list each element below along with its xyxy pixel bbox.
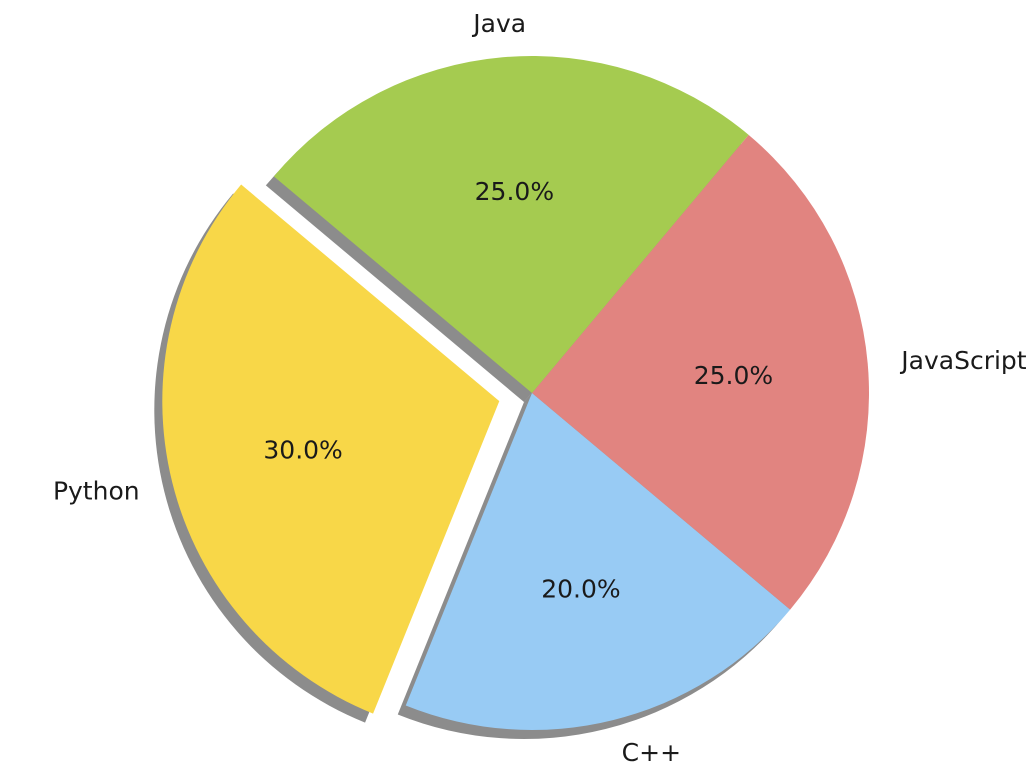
slices	[162, 55, 869, 730]
percent-label-python: 30.0%	[263, 436, 342, 465]
slice-java	[273, 55, 749, 394]
slice-python	[162, 184, 500, 714]
category-label-cplusplus: C++	[622, 738, 681, 767]
slice-javascript	[532, 134, 869, 610]
labels: 30.0% Python 20.0% C++ 25.0% JavaScript 25.0% J…	[53, 9, 1027, 767]
category-label-java: Java	[471, 9, 526, 38]
slice-cplusplus	[405, 393, 791, 730]
percent-label-javascript: 25.0%	[694, 361, 773, 390]
category-label-python: Python	[53, 476, 140, 505]
percent-label-cplusplus: 20.0%	[541, 575, 620, 604]
category-label-javascript: JavaScript	[899, 346, 1027, 375]
percent-label-java: 25.0%	[475, 177, 554, 206]
